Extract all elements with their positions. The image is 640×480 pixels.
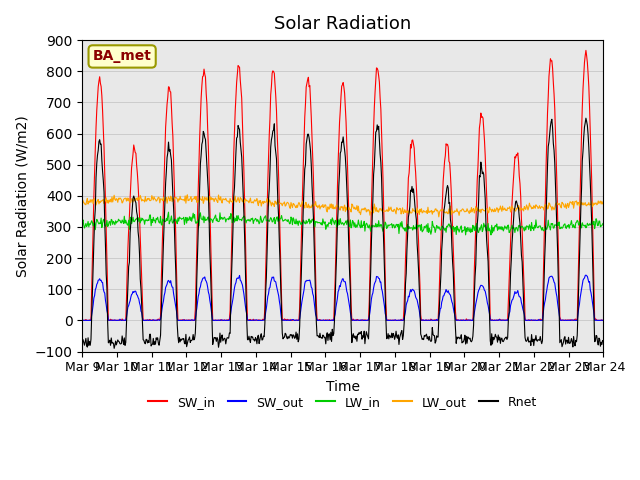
LW_out	[195, 196, 203, 202]
Rnet	[600, 338, 607, 344]
LW_out	[141, 193, 149, 199]
LW_out	[79, 196, 86, 202]
LW_out	[88, 197, 95, 203]
SW_in	[406, 142, 414, 147]
Rnet	[88, 313, 95, 319]
LW_in	[600, 220, 607, 226]
LW_out	[422, 209, 429, 215]
Rnet	[406, 187, 414, 193]
Rnet	[582, 115, 590, 121]
SW_in	[582, 48, 590, 53]
LW_out	[184, 192, 191, 198]
SW_out	[582, 272, 590, 278]
LW_out	[600, 200, 607, 205]
Line: Rnet: Rnet	[83, 118, 604, 348]
LW_in	[164, 209, 172, 215]
SW_out	[195, 294, 202, 300]
LW_in	[141, 217, 149, 223]
SW_in	[79, 317, 87, 323]
Line: LW_in: LW_in	[83, 212, 604, 235]
SW_in	[142, 317, 150, 323]
X-axis label: Time: Time	[326, 380, 360, 394]
SW_in	[79, 317, 86, 323]
Rnet	[223, 336, 230, 342]
SW_in	[600, 317, 607, 323]
Rnet	[422, 333, 429, 338]
LW_in	[422, 224, 429, 229]
LW_in	[223, 216, 230, 222]
SW_in	[88, 256, 96, 262]
Title: Solar Radiation: Solar Radiation	[274, 15, 412, 33]
Legend: SW_in, SW_out, LW_in, LW_out, Rnet: SW_in, SW_out, LW_in, LW_out, Rnet	[143, 391, 542, 414]
SW_in	[422, 317, 429, 323]
LW_in	[88, 218, 95, 224]
Line: LW_out: LW_out	[83, 195, 604, 217]
Y-axis label: Solar Radiation (W/m2): Solar Radiation (W/m2)	[15, 115, 29, 276]
Rnet	[195, 212, 203, 218]
SW_out	[79, 317, 86, 323]
Rnet	[79, 340, 86, 346]
LW_in	[195, 223, 203, 229]
SW_out	[222, 317, 230, 323]
LW_out	[406, 210, 414, 216]
SW_out	[406, 289, 413, 295]
LW_in	[487, 232, 495, 238]
SW_out	[421, 317, 429, 323]
SW_out	[141, 317, 149, 323]
Line: SW_in: SW_in	[83, 50, 604, 320]
Text: BA_met: BA_met	[93, 49, 152, 63]
SW_in	[195, 159, 203, 165]
SW_out	[600, 317, 607, 323]
LW_in	[406, 225, 414, 231]
SW_out	[88, 312, 95, 317]
SW_in	[223, 317, 230, 323]
Line: SW_out: SW_out	[83, 275, 604, 320]
Rnet	[110, 346, 118, 351]
Rnet	[142, 336, 150, 342]
LW_out	[435, 214, 443, 220]
LW_out	[223, 197, 230, 203]
LW_in	[79, 219, 86, 225]
